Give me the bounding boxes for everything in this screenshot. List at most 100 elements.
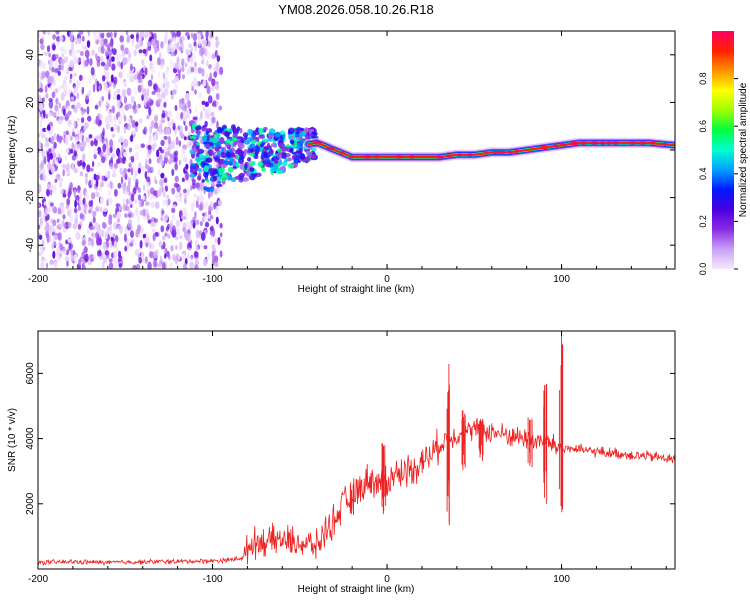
noise-speck (154, 121, 159, 129)
ridge-blob (244, 163, 248, 171)
noise-speck (126, 87, 132, 96)
noise-speck (194, 251, 199, 258)
noise-speck (204, 110, 209, 119)
noise-speck (183, 56, 188, 65)
noise-speck (146, 213, 150, 221)
noise-speck (137, 194, 142, 201)
noise-speck (81, 86, 85, 95)
noise-speck (132, 174, 137, 182)
ridge-peak (606, 141, 612, 145)
noise-speck (136, 33, 139, 43)
noise-speck (161, 92, 166, 99)
noise-speck (96, 161, 101, 168)
snr-frame (37, 330, 676, 570)
noise-speck (62, 169, 65, 177)
noise-speck (113, 83, 116, 89)
noise-speck (63, 108, 66, 117)
noise-speck (184, 197, 187, 205)
noise-speck (38, 94, 42, 101)
noise-speck (151, 167, 154, 172)
ridge-blob (254, 155, 259, 159)
noise-speck (199, 189, 203, 199)
noise-speck (92, 210, 97, 218)
noise-speck (187, 221, 192, 230)
ridge-blob (192, 122, 198, 128)
noise-speck (195, 82, 200, 88)
noise-speck (174, 175, 179, 183)
noise-speck (195, 219, 200, 226)
noise-speck (181, 253, 185, 262)
noise-speck (128, 162, 132, 168)
noise-speck (90, 192, 96, 200)
spectrogram-x-tick-label: -100 (203, 274, 223, 285)
noise-speck (207, 95, 213, 104)
noise-speck (52, 78, 56, 87)
noise-speck (100, 45, 105, 55)
noise-speck (142, 48, 147, 54)
noise-speck (137, 187, 142, 193)
snr-x-tick-label: -200 (28, 574, 48, 585)
noise-speck (150, 220, 154, 228)
noise-speck (108, 110, 112, 119)
noise-speck (46, 125, 51, 131)
noise-speck (212, 100, 217, 106)
noise-speck (204, 120, 208, 128)
noise-speck (53, 141, 57, 149)
noise-speck (95, 174, 100, 181)
noise-speck (51, 66, 55, 73)
noise-speck (83, 142, 86, 148)
noise-speck (50, 189, 53, 196)
ridge-blob (309, 133, 315, 137)
noise-speck (96, 60, 101, 67)
snr-spike (543, 383, 548, 505)
noise-speck (98, 206, 103, 213)
noise-speck (98, 119, 103, 126)
noise-speck (83, 246, 88, 254)
ridge-peak (569, 141, 580, 146)
noise-speck (100, 55, 104, 63)
noise-speck (81, 43, 85, 52)
noise-speck (192, 53, 196, 62)
noise-speck (170, 47, 175, 53)
noise-speck (127, 177, 132, 182)
noise-speck (116, 88, 121, 94)
noise-speck (134, 198, 138, 204)
snr-y-tick-label: 2000 (25, 492, 36, 515)
noise-speck (67, 210, 71, 217)
noise-speck (182, 103, 186, 113)
noise-speck (118, 157, 123, 164)
noise-speck (113, 76, 118, 85)
noise-speck (57, 234, 62, 240)
noise-speck (107, 196, 112, 206)
noise-speck (181, 58, 185, 67)
noise-speck (122, 169, 127, 178)
ridge-blob (196, 168, 202, 172)
noise-speck (101, 95, 105, 102)
noise-speck (100, 31, 104, 34)
noise-speck (83, 126, 87, 132)
noise-speck (117, 54, 122, 59)
ridge-blob (264, 160, 271, 167)
noise-speck (122, 80, 126, 85)
noise-speck (71, 142, 75, 151)
noise-speck (110, 126, 114, 132)
noise-speck (198, 92, 202, 99)
noise-speck (179, 130, 183, 136)
noise-speck (135, 151, 140, 161)
ridge-blob (259, 143, 264, 148)
noise-speck (132, 165, 136, 174)
noise-speck (39, 38, 44, 45)
noise-speck (154, 218, 158, 223)
ridge-blob (199, 152, 203, 159)
noise-speck (165, 81, 170, 89)
noise-speck (146, 41, 151, 47)
noise-speck (165, 127, 171, 136)
noise-speck (100, 32, 105, 39)
noise-speck (160, 64, 165, 70)
noise-speck (38, 234, 43, 240)
noise-speck (108, 258, 113, 263)
ridge-blob (196, 142, 201, 146)
noise-speck (76, 102, 81, 109)
noise-speck (160, 139, 165, 147)
noise-speck (43, 256, 47, 263)
